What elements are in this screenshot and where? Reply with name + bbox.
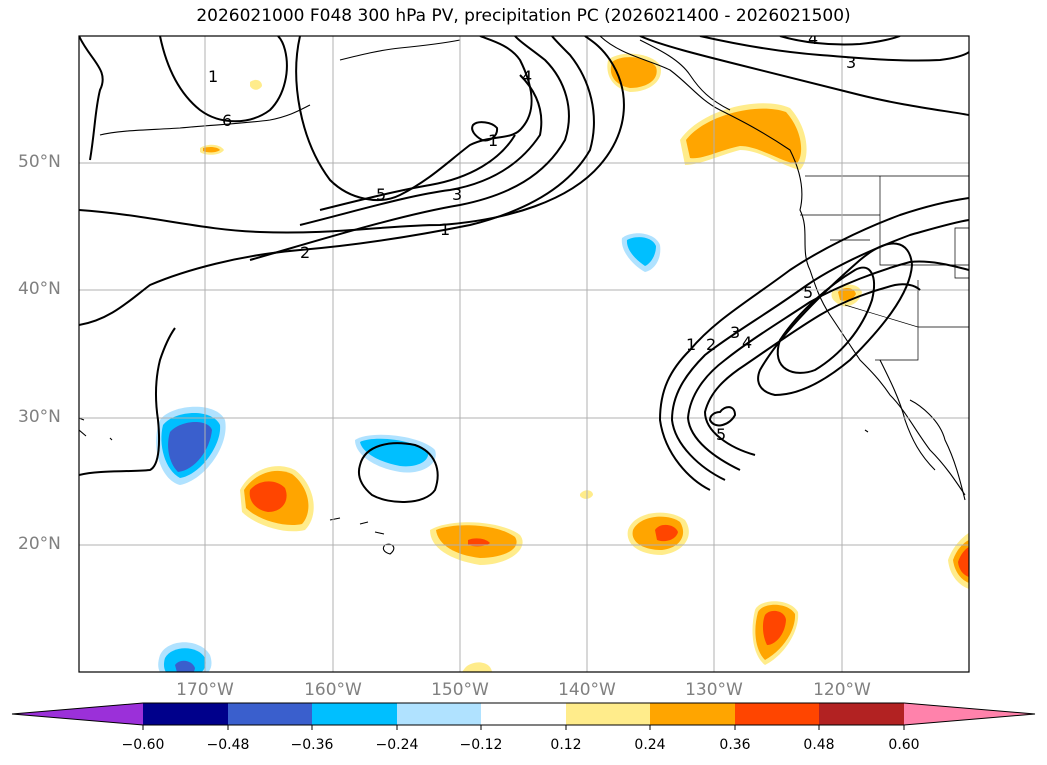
pv-contour <box>639 36 969 116</box>
pv-contour <box>159 36 288 123</box>
colorbar-tick-label: −0.12 <box>459 737 503 753</box>
colorbar-extend-low <box>12 703 143 725</box>
lon-label-140w: 140°W <box>558 680 616 700</box>
colorbar-segment <box>312 703 397 725</box>
colorbar-tick-label: 0.48 <box>803 737 835 753</box>
contour-label: 1 <box>440 220 450 239</box>
colorbar-segment <box>819 703 904 725</box>
contour-label: 4 <box>808 29 818 48</box>
pv-contour <box>79 36 104 161</box>
precip-pos-region <box>762 610 786 645</box>
contour-label: 2 <box>706 335 716 354</box>
precip-pos-region <box>203 146 220 153</box>
pv-contour <box>299 74 543 226</box>
precip-pos-region <box>686 108 802 164</box>
colorbar-tick-label: −0.24 <box>375 737 419 753</box>
pv-contours <box>79 36 969 503</box>
lon-label-150w: 150°W <box>431 680 489 700</box>
colorbar-tick-label: 0.36 <box>719 737 751 753</box>
colorbar-tick-label: −0.48 <box>206 737 250 753</box>
precip-pos-region <box>610 57 657 88</box>
contour-label: 3 <box>846 53 856 72</box>
political-borders <box>800 175 969 361</box>
contour-label: 5 <box>716 425 726 444</box>
colorbar-tick-label: −0.36 <box>290 737 334 753</box>
pv-contour <box>79 36 625 234</box>
precip-pos-region <box>462 662 492 672</box>
pv-contour <box>670 219 969 481</box>
pv-contour <box>357 442 439 503</box>
contour-label: 1 <box>208 67 218 86</box>
lon-label-120w: 120°W <box>813 680 871 700</box>
pv-contour <box>79 327 176 476</box>
colorbar-tick-label: 0.60 <box>888 737 920 753</box>
colorbar-segment <box>481 703 566 725</box>
precip-pos-region <box>468 538 490 547</box>
pv-contour <box>295 36 533 201</box>
contour-label: 4 <box>522 67 532 86</box>
lat-label-40n: 40°N <box>18 279 61 299</box>
colorbar-segment <box>566 703 650 725</box>
pv-contour <box>699 36 969 62</box>
contour-label: 1 <box>488 131 498 150</box>
pv-contour <box>708 406 737 427</box>
lon-label-130w: 130°W <box>685 680 743 700</box>
contour-label: 2 <box>300 243 310 262</box>
lat-label-50n: 50°N <box>18 152 61 172</box>
precip-neg-region <box>163 648 206 672</box>
contour-label: 5 <box>376 185 386 204</box>
colorbar-segment <box>228 703 312 725</box>
colorbar <box>11 702 1036 730</box>
pv-contour <box>658 197 969 491</box>
precip-pos-region <box>250 79 262 90</box>
contour-label: 4 <box>742 333 752 352</box>
precip-neg-region <box>626 237 656 266</box>
map-frame <box>78 35 970 673</box>
pv-contour <box>79 36 595 326</box>
map-title: 2026021000 F048 300 hPa PV, precipitatio… <box>196 6 851 26</box>
precip-pos-region <box>655 524 678 542</box>
colorbar-segment <box>735 703 819 725</box>
precip-pos-region <box>958 546 969 577</box>
contour-label: 6 <box>222 111 232 130</box>
colorbar-segment <box>397 703 481 725</box>
colorbar-extend-high <box>904 703 1035 725</box>
colorbar-segment <box>143 703 228 725</box>
precip-neg-region <box>175 660 195 672</box>
coastlines <box>79 36 966 555</box>
pv-contour <box>249 36 570 261</box>
colorbar-tick-label: 0.12 <box>550 737 582 753</box>
precip-neg-region <box>168 421 212 472</box>
colorbar-tick-label: 0.24 <box>634 737 666 753</box>
colorbar-segment <box>650 703 735 725</box>
contour-label: 3 <box>730 323 740 342</box>
contour-label: 1 <box>686 335 696 354</box>
pv-contour <box>319 134 516 211</box>
lat-label-30n: 30°N <box>18 407 61 427</box>
lon-label-170w: 170°W <box>176 680 234 700</box>
map-area <box>79 36 969 672</box>
graticule <box>79 36 969 672</box>
contour-labels: 1 2 3 4 5 6 1 2 3 4 5 5 1 3 4 1 <box>208 29 856 444</box>
contour-label: 3 <box>452 185 462 204</box>
contour-label: 5 <box>803 283 813 302</box>
precip-pos-region <box>249 481 287 512</box>
pv-contour <box>757 242 914 397</box>
pv-contour <box>471 121 499 142</box>
pv-contour <box>686 260 969 471</box>
lat-label-20n: 20°N <box>18 534 61 554</box>
colorbar-tick-label: −0.60 <box>121 737 165 753</box>
pv-contour <box>779 36 901 46</box>
lon-label-160w: 160°W <box>304 680 362 700</box>
